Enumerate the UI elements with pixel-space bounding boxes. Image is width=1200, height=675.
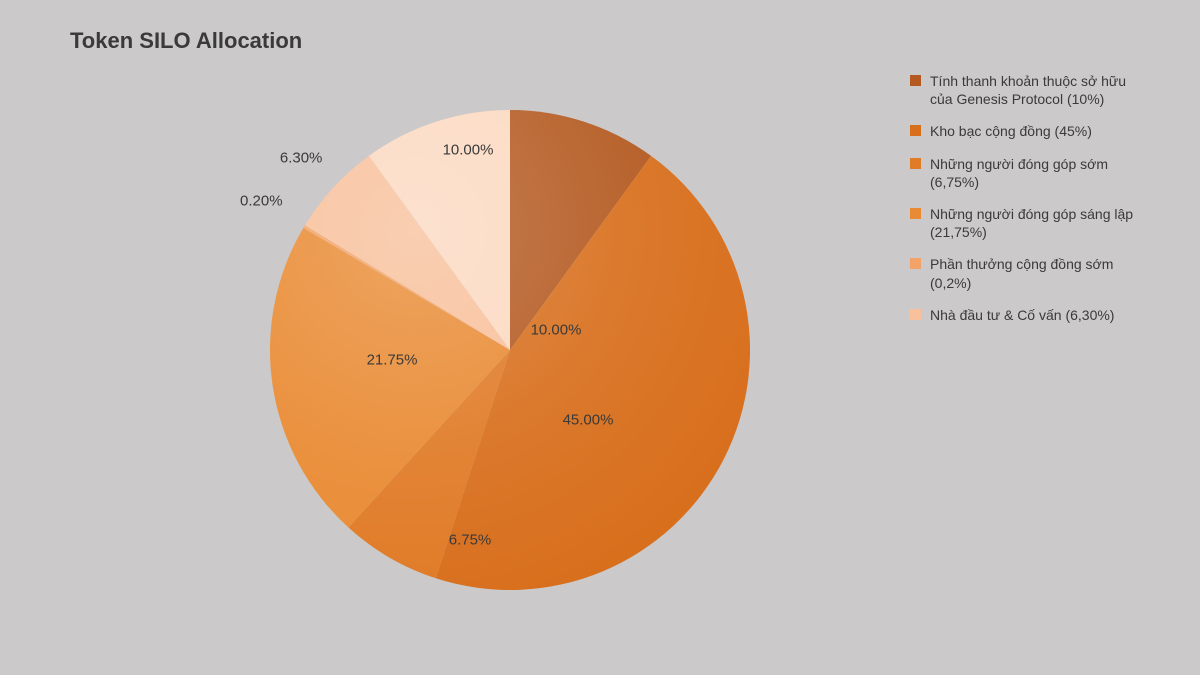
legend-swatch bbox=[910, 125, 921, 136]
legend-item: Tính thanh khoản thuộc sở hữu của Genesi… bbox=[910, 72, 1150, 108]
legend-swatch bbox=[910, 208, 921, 219]
legend-label: Nhà đầu tư & Cố vấn (6,30%) bbox=[930, 306, 1114, 324]
slice-label: 10.00% bbox=[531, 322, 582, 339]
pie-chart: 10.00% 45.00% 6.75% 21.75% 0.20% 6.30% 10.00% bbox=[230, 70, 790, 630]
slice-label: 45.00% bbox=[563, 412, 614, 429]
legend-label: Kho bạc cộng đồng (45%) bbox=[930, 122, 1092, 140]
legend-swatch bbox=[910, 258, 921, 269]
legend-swatch bbox=[910, 75, 921, 86]
slice-label: 6.75% bbox=[449, 532, 492, 549]
legend-item: Những người đóng góp sáng lập (21,75%) bbox=[910, 205, 1150, 241]
legend-item: Phần thưởng cộng đồng sớm (0,2%) bbox=[910, 255, 1150, 291]
legend-item: Nhà đầu tư & Cố vấn (6,30%) bbox=[910, 306, 1150, 324]
legend: Tính thanh khoản thuộc sở hữu của Genesi… bbox=[910, 72, 1150, 338]
pie-shine-overlay bbox=[270, 110, 750, 590]
slice-label: 6.30% bbox=[280, 149, 323, 166]
legend-swatch bbox=[910, 158, 921, 169]
legend-label: Phần thưởng cộng đồng sớm (0,2%) bbox=[930, 255, 1150, 291]
slice-label: 21.75% bbox=[367, 352, 418, 369]
legend-label: Những người đóng góp sớm (6,75%) bbox=[930, 155, 1150, 191]
legend-item: Những người đóng góp sớm (6,75%) bbox=[910, 155, 1150, 191]
slice-label: 0.20% bbox=[240, 192, 283, 209]
legend-item: Kho bạc cộng đồng (45%) bbox=[910, 122, 1150, 140]
legend-label: Những người đóng góp sáng lập (21,75%) bbox=[930, 205, 1150, 241]
page-title: Token SILO Allocation bbox=[70, 28, 302, 54]
legend-swatch bbox=[910, 309, 921, 320]
chart-page: Token SILO Allocation 10.00% 45.00% 6.75% 2… bbox=[0, 0, 1200, 675]
slice-label: 10.00% bbox=[443, 142, 494, 159]
legend-label: Tính thanh khoản thuộc sở hữu của Genesi… bbox=[930, 72, 1150, 108]
